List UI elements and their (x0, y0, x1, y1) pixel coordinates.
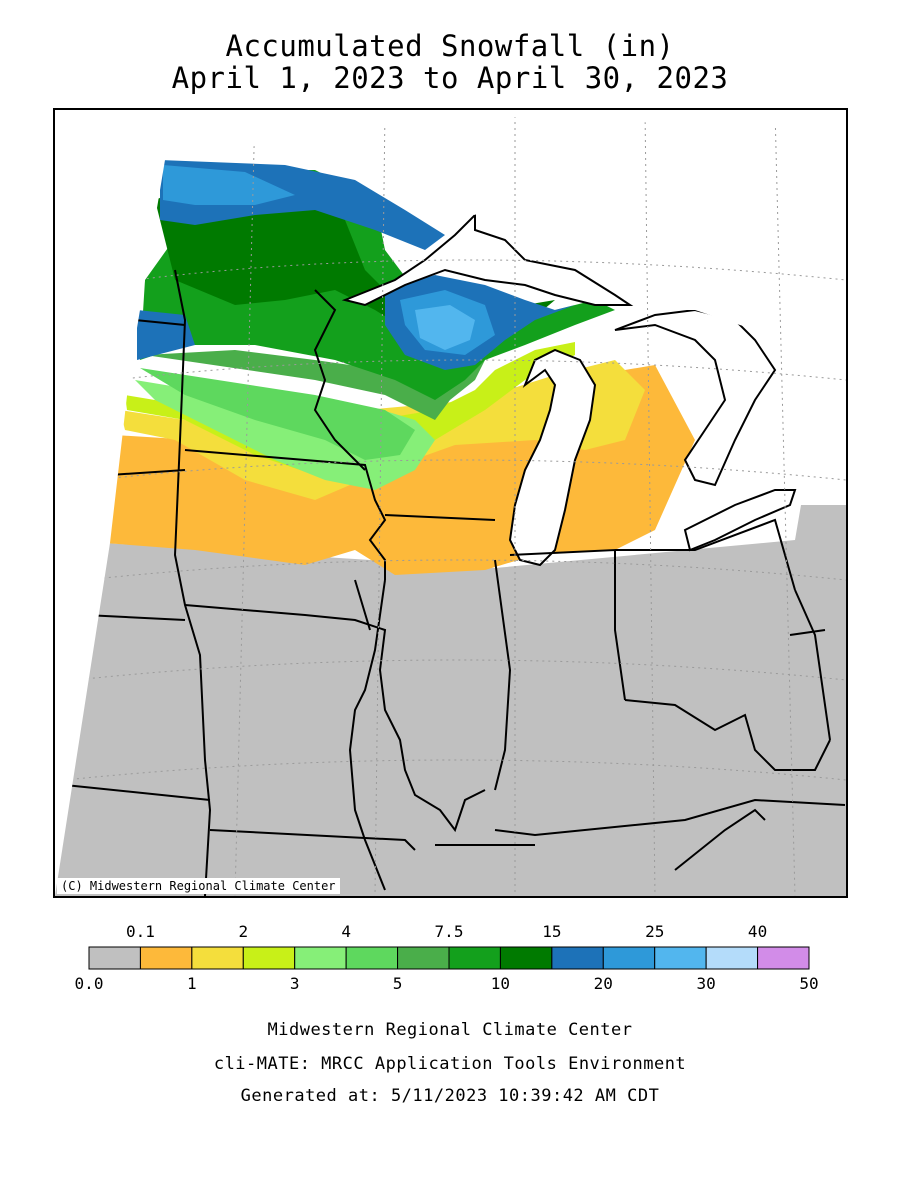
legend-lower-label: 50 (799, 974, 819, 993)
lake-erie (683, 489, 797, 552)
legend-bin (139, 946, 193, 970)
canada-region (455, 110, 846, 340)
region-snow-25-30-up (415, 305, 475, 350)
graticule (64, 110, 846, 896)
color-legend: 0.1 2 4 7.5 15 25 40 0.0 1 3 5 10 20 30 50 (0, 915, 900, 1005)
lake-superior (341, 212, 634, 307)
region-snow-2-3 (125, 342, 575, 475)
legend-upper-label: 15 (542, 922, 562, 941)
map-title: Accumulated Snowfall (in) (225, 29, 675, 63)
legend-upper-label: 4 (341, 922, 351, 941)
region-snow-4-5 (140, 368, 415, 460)
legend-lower-label: 3 (289, 974, 300, 993)
legend-bin (397, 946, 450, 970)
domain-mask-left (55, 110, 165, 896)
legend-lower-label: 5 (392, 974, 403, 993)
footer-organization: Midwestern Regional Climate Center (267, 1020, 633, 1040)
legend-upper-label: 0.1 (125, 922, 155, 941)
footer-generated-time: Generated at: 5/11/2023 10:39:42 AM CDT (240, 1086, 660, 1106)
map-canvas (55, 110, 846, 896)
legend-lower-label: 0.0 (74, 974, 104, 993)
legend-bin (551, 946, 604, 970)
legend-lower-label: 20 (593, 974, 613, 993)
state-borders (64, 269, 846, 896)
legend-upper-label: 7.5 (434, 922, 464, 941)
copyright-notice: (C) Midwestern Regional Climate Center (57, 878, 340, 894)
legend-bin (242, 946, 296, 970)
legend-bin (191, 946, 244, 970)
legend-colorbar (88, 946, 810, 970)
region-snow-3-4 (135, 380, 435, 490)
legend-bin (345, 946, 399, 970)
region-trace-snow (55, 505, 846, 896)
legend-lower-label: 30 (696, 974, 716, 993)
domain-mask-top (55, 110, 846, 160)
legend-bin (705, 946, 759, 970)
legend-bin (499, 946, 553, 970)
snowfall-map: (C) Midwestern Regional Climate Center (53, 108, 848, 898)
legend-upper-label: 2 (238, 922, 249, 941)
region-snow-5-7 (145, 350, 485, 420)
footer-tool-name: cli-MATE: MRCC Application Tools Environ… (213, 1054, 687, 1074)
lake-michigan (508, 348, 597, 567)
legend-bin (448, 946, 501, 970)
legend-upper-label: 25 (645, 922, 665, 941)
legend-lower-label: 10 (490, 974, 511, 993)
legend-bin (294, 946, 347, 970)
legend-lower-label: 1 (187, 974, 197, 993)
legend-bin (757, 946, 810, 970)
region-snow-20-25-nw (163, 165, 295, 205)
legend-bin (654, 946, 707, 970)
legend-bin (602, 946, 656, 970)
map-date-range: April 1, 2023 to April 30, 2023 (171, 61, 729, 95)
region-snow-10-15 (155, 170, 555, 355)
legend-upper-label: 40 (747, 922, 768, 941)
legend-bin (88, 946, 141, 970)
